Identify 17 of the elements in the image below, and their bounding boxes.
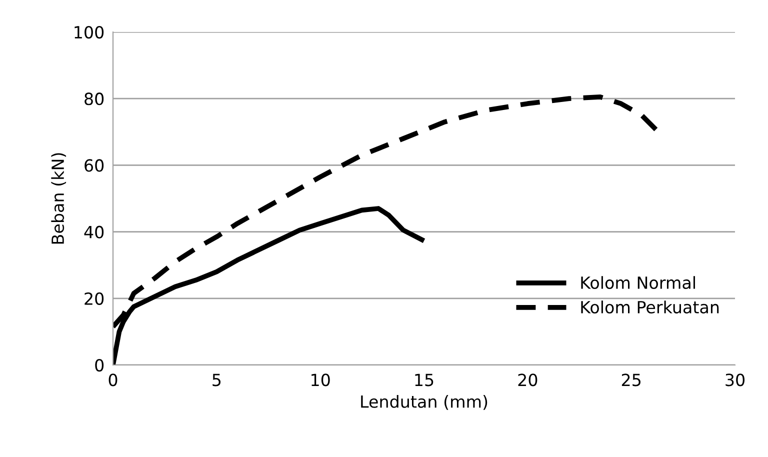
y-tick-label: 80: [84, 92, 104, 106]
y-tick-label: 100: [74, 26, 104, 39]
x-tick-label: 30: [726, 374, 744, 386]
x-axis-title: Lendutan (mm): [361, 395, 488, 410]
x-tick-label: 5: [212, 374, 221, 386]
legend-label: Kolom Perkuatan: [581, 300, 719, 314]
x-tick-label: 0: [108, 374, 118, 386]
y-tick-label: 0: [95, 358, 104, 372]
x-tick-label: 15: [415, 374, 434, 386]
y-tick-label: 20: [84, 292, 104, 305]
legend-label: Kolom Normal: [581, 276, 695, 290]
x-tick-label: 20: [518, 374, 538, 386]
y-tick-label: 40: [84, 226, 104, 238]
y-axis-title: Beban (kN): [51, 153, 66, 244]
y-tick-label: 60: [84, 159, 104, 172]
x-tick-label: 25: [622, 374, 640, 386]
x-tick-label: 10: [312, 374, 330, 386]
